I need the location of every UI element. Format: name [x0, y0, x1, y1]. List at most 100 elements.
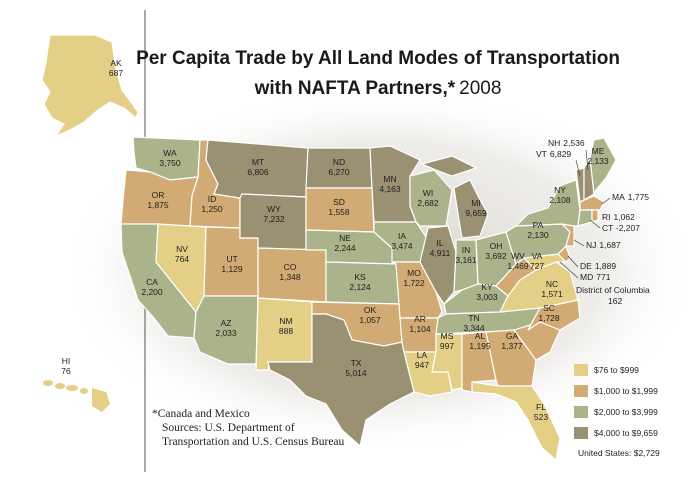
- label-de-value: 1,889: [595, 261, 617, 271]
- state-ny: [514, 179, 581, 227]
- label-wv-value: 1,469: [507, 261, 529, 271]
- label-mt-abbr: MT: [252, 157, 264, 167]
- label-ct-value: -2,207: [616, 223, 640, 233]
- label-nd-abbr: ND: [333, 157, 345, 167]
- label-ga-abbr: GA: [506, 331, 519, 341]
- label-al-abbr: AL: [475, 331, 486, 341]
- label-mn-value: 4,163: [379, 184, 401, 194]
- footnote: *Canada and Mexico: [152, 408, 250, 420]
- legend-label-3: $2,000 to $3,999: [594, 407, 658, 417]
- map-title-year: 2008: [459, 78, 501, 99]
- label-ny-abbr: NY: [554, 185, 566, 195]
- label-wv-abbr: WV: [511, 251, 525, 261]
- label-md-abbr: MD: [580, 272, 593, 282]
- label-wa-value: 3,750: [159, 158, 181, 168]
- label-id-value: 1,250: [201, 204, 223, 214]
- label-md-value: 771: [596, 272, 610, 282]
- label-vt-value: 6,829: [550, 149, 572, 159]
- label-la-value: 947: [415, 360, 429, 370]
- label-ks-value: 2,124: [349, 282, 371, 292]
- label-tx-value: 5,014: [345, 368, 367, 378]
- state-me: [589, 137, 617, 197]
- label-id-abbr: ID: [208, 194, 217, 204]
- label-hi-abbr: HI: [62, 356, 71, 366]
- label-mo-value: 1,722: [403, 278, 425, 288]
- label-wi-abbr: WI: [423, 188, 433, 198]
- leader-ma: [601, 197, 611, 205]
- state-wi: [409, 169, 453, 227]
- callout-ma: MA 1,775: [612, 192, 649, 202]
- label-fl-abbr: FL: [536, 402, 546, 412]
- map-title-line2: with NAFTA Partners,* 2008: [254, 78, 502, 99]
- label-co-value: 1,348: [279, 272, 301, 282]
- label-nc-abbr: NC: [546, 279, 558, 289]
- label-or-abbr: OR: [152, 190, 165, 200]
- label-ne-value: 2,244: [334, 243, 356, 253]
- label-nc-value: 1,571: [541, 289, 563, 299]
- leader-nj: [573, 239, 585, 247]
- callout-nh: NH 2,536: [548, 138, 585, 148]
- label-pa-abbr: PA: [533, 220, 544, 230]
- label-nj-value: 1,687: [599, 240, 621, 250]
- label-la-abbr: LA: [417, 350, 428, 360]
- label-ma-value: 1,775: [628, 192, 650, 202]
- label-ak-value: 687: [109, 68, 123, 78]
- leader-md: [559, 261, 579, 279]
- label-fl-value: 523: [534, 412, 548, 422]
- legend-label-2: $1,000 to $1,999: [594, 386, 658, 396]
- label-az-value: 2,033: [215, 328, 237, 338]
- label-ct-abbr: CT: [602, 223, 613, 233]
- label-al-value: 1,195: [469, 341, 491, 351]
- label-ky-abbr: KY: [481, 282, 493, 292]
- label-va-abbr: VA: [532, 251, 543, 261]
- label-ut-abbr: UT: [226, 254, 237, 264]
- label-ar-value: 1,104: [409, 324, 431, 334]
- leader-de: [567, 255, 579, 268]
- label-ma-abbr: MA: [612, 192, 625, 202]
- label-ky-value: 3,003: [476, 292, 498, 302]
- leader-nh: [585, 149, 589, 171]
- label-de-abbr: DE: [580, 261, 592, 271]
- callout-vt: VT 6,829: [536, 149, 571, 159]
- callout-ri: RI 1,062: [602, 212, 635, 222]
- label-ok-value: 1,057: [359, 315, 381, 325]
- label-ar-abbr: AR: [414, 314, 426, 324]
- label-mo-abbr: MO: [407, 268, 421, 278]
- label-ne-abbr: NE: [339, 233, 351, 243]
- label-wy-value: 7,232: [263, 214, 285, 224]
- label-ms-abbr: MS: [441, 331, 454, 341]
- label-ok-abbr: OK: [364, 305, 377, 315]
- label-nh-value: 2,536: [563, 138, 585, 148]
- label-nv-abbr: NV: [176, 244, 188, 254]
- label-ak-abbr: AK: [110, 58, 122, 68]
- map-title-line2-text: with NAFTA Partners,*: [254, 78, 456, 99]
- label-me-abbr: ME: [592, 146, 605, 156]
- label-oh-abbr: OH: [490, 241, 503, 251]
- label-ri-abbr: RI: [602, 212, 611, 222]
- label-hi-value: 76: [61, 366, 71, 376]
- label-sd-value: 1,558: [328, 207, 350, 217]
- label-pa-value: 2,130: [527, 230, 549, 240]
- label-ut-value: 1,129: [221, 264, 243, 274]
- legend-swatch-3: [574, 406, 588, 418]
- label-nm-abbr: NM: [279, 316, 292, 326]
- label-sd-abbr: SD: [333, 197, 345, 207]
- legend-label-1: $76 to $999: [594, 365, 639, 375]
- label-sc-value: 1,728: [538, 313, 560, 323]
- label-in-value: 3,161: [455, 255, 477, 265]
- label-tn-value: 3,344: [463, 323, 485, 333]
- legend-swatch-1: [574, 364, 588, 376]
- label-ny-value: 2,108: [549, 195, 571, 205]
- legend-label-4: $4,000 to $9,659: [594, 428, 658, 438]
- legend-swatch-2: [574, 385, 588, 397]
- label-wy-abbr: WY: [267, 204, 281, 214]
- legend: $76 to $999 $1,000 to $1,999 $2,000 to $…: [574, 364, 660, 458]
- label-tx-abbr: TX: [351, 358, 362, 368]
- us-total: United States: $2,729: [578, 448, 660, 458]
- label-wa-abbr: WA: [163, 148, 177, 158]
- leader-ct: [589, 219, 601, 229]
- label-ia-abbr: IA: [398, 231, 406, 241]
- label-ca-abbr: CA: [146, 277, 158, 287]
- label-nm-value: 888: [279, 326, 293, 336]
